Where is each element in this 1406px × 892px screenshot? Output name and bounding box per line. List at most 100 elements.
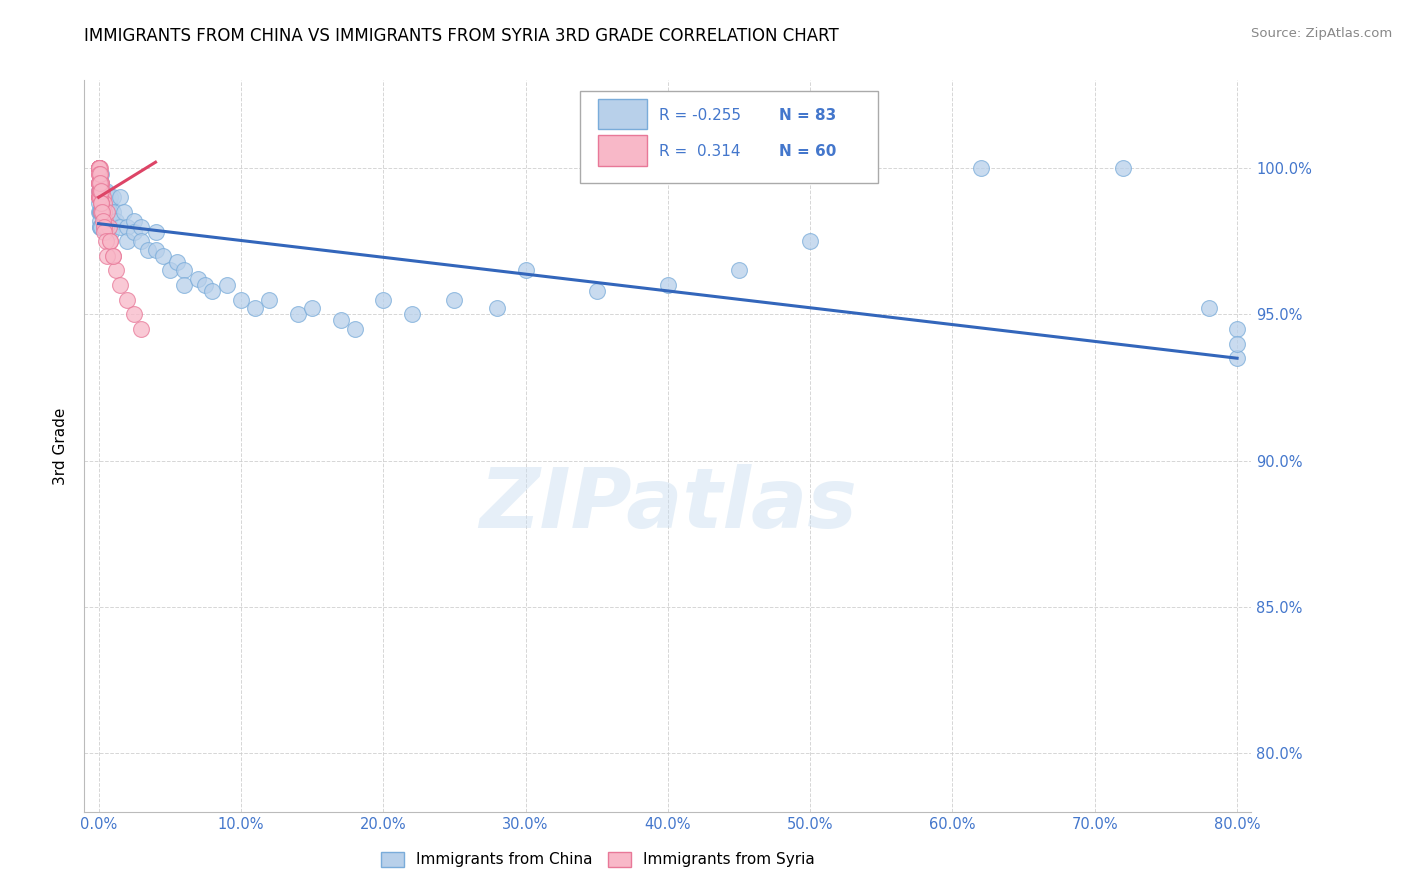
Point xyxy=(287,307,309,321)
Point xyxy=(89,167,111,181)
Point xyxy=(89,176,111,190)
Point xyxy=(129,234,152,248)
Text: R = -0.255: R = -0.255 xyxy=(658,108,741,123)
Point xyxy=(145,243,167,257)
Point xyxy=(91,190,114,204)
Point xyxy=(89,190,111,204)
Point xyxy=(657,278,679,293)
Point xyxy=(89,219,111,234)
Point xyxy=(91,205,114,219)
Point xyxy=(1226,351,1249,366)
Point xyxy=(201,284,224,298)
Point xyxy=(173,263,195,277)
Point xyxy=(93,219,115,234)
Point xyxy=(87,185,110,199)
Point xyxy=(373,293,395,307)
Point xyxy=(585,284,607,298)
Point xyxy=(115,219,138,234)
Point xyxy=(90,176,112,190)
Point xyxy=(145,226,167,240)
Point xyxy=(115,293,138,307)
Point xyxy=(89,161,111,175)
Point xyxy=(101,249,124,263)
Point xyxy=(104,263,127,277)
Point xyxy=(96,205,118,219)
Point xyxy=(90,185,112,199)
Point xyxy=(87,161,110,175)
Point xyxy=(89,176,111,190)
Point xyxy=(98,234,121,248)
Point xyxy=(486,301,509,316)
Point xyxy=(96,190,118,204)
Point xyxy=(90,167,112,181)
Point xyxy=(94,234,117,248)
Point xyxy=(187,272,209,286)
Point xyxy=(89,185,111,199)
Point xyxy=(89,185,111,199)
Point xyxy=(104,213,127,227)
Point xyxy=(970,161,993,175)
Point xyxy=(122,213,145,227)
Point xyxy=(87,167,110,181)
Point xyxy=(159,263,181,277)
Point xyxy=(515,263,537,277)
Text: R =  0.314: R = 0.314 xyxy=(658,145,740,160)
Point xyxy=(89,213,111,227)
Point xyxy=(343,322,366,336)
Point xyxy=(89,185,111,199)
Point xyxy=(89,205,111,219)
Point xyxy=(89,196,111,211)
Point xyxy=(152,249,174,263)
Point xyxy=(94,185,117,199)
Point xyxy=(129,219,152,234)
Y-axis label: 3rd Grade: 3rd Grade xyxy=(53,408,69,484)
Point xyxy=(90,176,112,190)
Point xyxy=(728,263,751,277)
Point xyxy=(166,254,188,268)
Text: ZIPatlas: ZIPatlas xyxy=(479,464,856,545)
Point xyxy=(122,226,145,240)
Point xyxy=(115,234,138,248)
Point xyxy=(215,278,238,293)
Point xyxy=(87,161,110,175)
Point xyxy=(89,161,111,175)
Point xyxy=(108,219,131,234)
Point xyxy=(112,205,135,219)
Point xyxy=(101,190,124,204)
Point xyxy=(91,185,114,199)
Point xyxy=(93,226,115,240)
FancyBboxPatch shape xyxy=(598,99,647,129)
Point xyxy=(229,293,252,307)
Point xyxy=(91,190,114,204)
Point xyxy=(89,176,111,190)
Point xyxy=(87,167,110,181)
Point xyxy=(89,176,111,190)
Point xyxy=(91,213,114,227)
Point xyxy=(301,301,323,316)
Point xyxy=(90,190,112,204)
Point xyxy=(1226,322,1249,336)
Point xyxy=(89,190,111,204)
Text: IMMIGRANTS FROM CHINA VS IMMIGRANTS FROM SYRIA 3RD GRADE CORRELATION CHART: IMMIGRANTS FROM CHINA VS IMMIGRANTS FROM… xyxy=(84,27,839,45)
Point xyxy=(96,249,118,263)
Point xyxy=(138,243,160,257)
Point xyxy=(89,176,111,190)
FancyBboxPatch shape xyxy=(581,91,877,183)
Point xyxy=(89,185,111,199)
Point xyxy=(90,190,112,204)
FancyBboxPatch shape xyxy=(598,136,647,166)
Point xyxy=(97,219,120,234)
Point xyxy=(87,161,110,175)
Point xyxy=(1112,161,1135,175)
Point xyxy=(94,213,117,227)
Point xyxy=(1198,301,1220,316)
Point xyxy=(89,190,111,204)
Point xyxy=(94,196,117,211)
Point xyxy=(90,190,112,204)
Point xyxy=(91,196,114,211)
Point xyxy=(90,196,112,211)
Point xyxy=(87,176,110,190)
Point xyxy=(98,205,121,219)
Point xyxy=(90,205,112,219)
Point xyxy=(87,161,110,175)
